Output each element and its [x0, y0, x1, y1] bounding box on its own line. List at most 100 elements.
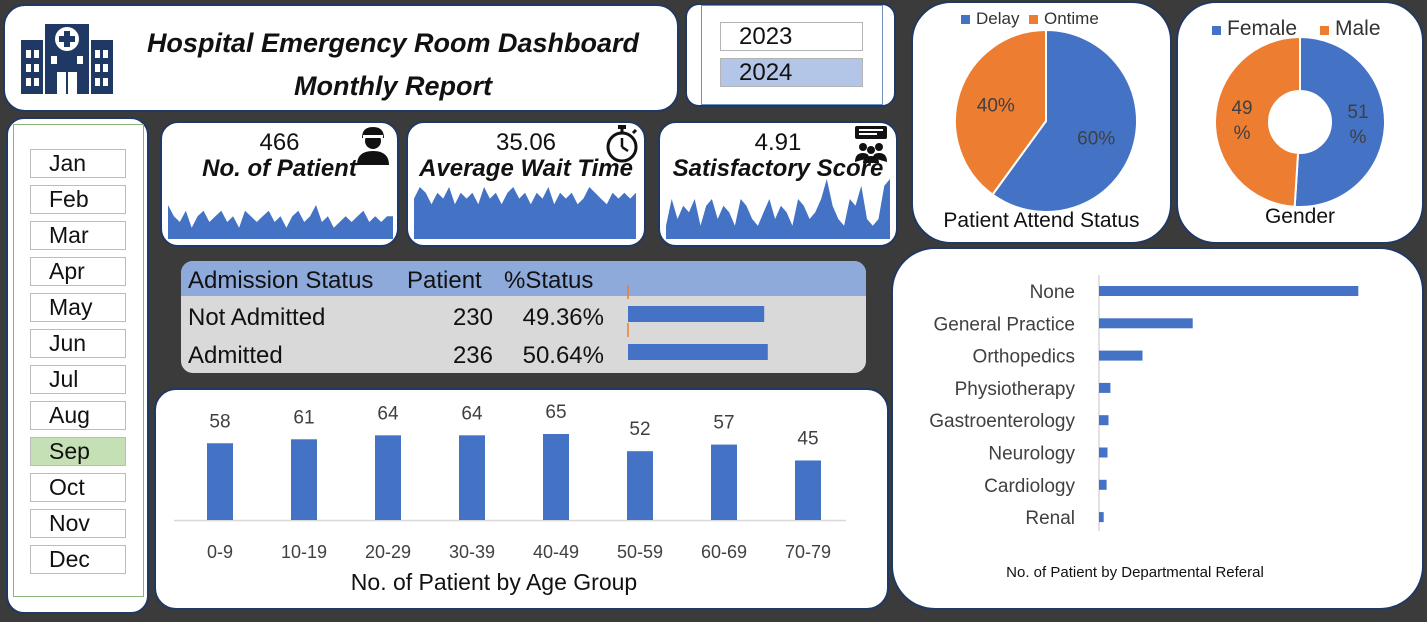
dept-bar-physiotherapy: [1099, 382, 1111, 393]
month-button-mar[interactable]: Mar: [30, 221, 126, 250]
age-bar-value-label: 52: [629, 419, 650, 440]
legend-delay-label: Delay: [976, 9, 1020, 28]
age-bar-value-label: 45: [797, 428, 818, 449]
legend-ontime: Ontime: [1029, 9, 1099, 29]
age-tick-label: 50-59: [617, 542, 663, 562]
month-button-may[interactable]: May: [30, 293, 126, 322]
kpi-satisfaction-value: 4.91: [754, 129, 802, 156]
age-bar-value-label: 64: [377, 403, 399, 424]
dept-category-label: Physiotherapy: [955, 379, 1076, 400]
row-not-admitted-status: Not Admitted: [188, 304, 326, 331]
page-title: Hospital Emergency Room Dashboard Monthl…: [133, 22, 653, 108]
header-admission-status: Admission Status: [188, 267, 374, 294]
pie-slice-ontime: [954, 28, 1047, 197]
month-slicer-frame: Jan Feb Mar Apr May Jun Jul Aug Sep Oct Nov Dec: [13, 124, 144, 597]
header-pct-status: %Status: [504, 267, 594, 294]
kpi-wait-time-card: 35.06 Average Wait Time: [406, 121, 646, 247]
kpi-wait-time-label: Average Wait Time: [419, 155, 633, 182]
stopwatch-icon: [606, 125, 638, 163]
dept-bar-gastroenterology: [1099, 415, 1109, 426]
donut-slice-male: [1214, 35, 1301, 208]
kpi-satisfaction-label: Satisfactory Score: [672, 155, 884, 182]
legend-male-swatch: [1320, 26, 1329, 35]
dept-category-label: Gastroenterology: [929, 411, 1075, 432]
row-admitted-pct: 50.64%: [522, 342, 604, 369]
attend-status-card: Delay Ontime 60% 40% Patient Attend Statu…: [911, 1, 1172, 244]
patients-sparkline: [168, 205, 393, 239]
dept-bar-orthopedics: [1099, 350, 1143, 361]
month-button-feb[interactable]: Feb: [30, 185, 126, 214]
month-button-sep[interactable]: Sep: [30, 437, 126, 466]
year-button-2024[interactable]: 2024: [720, 58, 863, 87]
age-bar-10-19: [291, 439, 317, 520]
donut-slice-unit-label: %: [1350, 127, 1367, 148]
legend-female-swatch: [1212, 26, 1221, 35]
dept-category-label: General Practice: [933, 314, 1075, 335]
age-bar-50-59: [627, 451, 653, 520]
month-button-dec[interactable]: Dec: [30, 545, 126, 574]
pie-slice-label: 60%: [1077, 128, 1115, 149]
legend-female: Female: [1212, 17, 1297, 41]
age-bar-value-label: 64: [461, 403, 483, 424]
departmental-referral-bar-chart: None General Practice Orthopedics Physiothe…: [929, 275, 1359, 581]
attend-status-title: Patient Attend Status: [943, 209, 1140, 232]
kpi-patients-card: 466 No. of Patient: [160, 121, 399, 247]
donut-slice-value-label: 51: [1347, 102, 1368, 123]
satisfaction-sparkline-area: [666, 179, 890, 239]
row-admitted-status: Admitted: [188, 342, 283, 369]
admission-bar-admitted: [628, 344, 768, 360]
month-button-oct[interactable]: Oct: [30, 473, 126, 502]
dept-category-label: Cardiology: [984, 476, 1075, 497]
age-bar-value-label: 61: [293, 407, 314, 428]
dept-bar-cardiology: [1099, 479, 1107, 490]
age-bar-value-label: 57: [713, 413, 734, 434]
legend-delay: Delay: [961, 9, 1019, 29]
kpi-satisfaction-card: 4.91 Satisfactory Score: [658, 121, 898, 247]
age-tick-label: 30-39: [449, 542, 495, 562]
month-button-jan[interactable]: Jan: [30, 149, 126, 178]
legend-ontime-swatch: [1029, 15, 1038, 24]
audience-feedback-icon: [855, 126, 887, 163]
donut-slice-female: [1293, 35, 1386, 208]
title-line-2: Monthly Report: [294, 71, 492, 101]
dept-chart-title: No. of Patient by Departmental Referal: [1006, 564, 1264, 581]
kpi-patients-value: 466: [259, 129, 300, 156]
dept-category-label: Renal: [1025, 508, 1075, 529]
month-button-apr[interactable]: Apr: [30, 257, 126, 286]
patient-user-icon: [357, 127, 389, 165]
legend-male: Male: [1320, 17, 1381, 41]
age-group-chart-card: 58 0-9 61 10-19 64 20-29 64 30-39 65 40-49 52 50-59…: [154, 388, 889, 610]
year-button-2023[interactable]: 2023: [720, 22, 863, 51]
legend-male-label: Male: [1335, 17, 1381, 40]
month-button-aug[interactable]: Aug: [30, 401, 126, 430]
age-tick-label: 20-29: [365, 542, 411, 562]
age-tick-label: 40-49: [533, 542, 579, 562]
title-line-1: Hospital Emergency Room Dashboard: [146, 28, 640, 58]
legend-ontime-label: Ontime: [1044, 9, 1099, 28]
patients-sparkline-area: [168, 205, 393, 239]
row-not-admitted-patient: 230: [452, 304, 493, 331]
hospital-building-icon: [21, 24, 113, 94]
month-button-jun[interactable]: Jun: [30, 329, 126, 358]
age-bar-value-label: 58: [209, 411, 230, 432]
age-bar-value-label: 65: [545, 402, 566, 423]
dept-bar-neurology: [1099, 447, 1108, 458]
admission-data-bars: [627, 285, 768, 360]
admission-bar-not-admitted: [628, 306, 765, 322]
year-slicer: 2023 2024: [685, 3, 896, 107]
dept-category-label: Orthopedics: [973, 347, 1075, 368]
donut-slice-value-label: 49: [1231, 98, 1252, 119]
age-bar-60-69: [711, 444, 737, 520]
satisfaction-sparkline: [666, 179, 890, 239]
dept-bar-none: [1099, 286, 1359, 296]
departmental-referral-card: None General Practice Orthopedics Physiothe…: [891, 247, 1424, 610]
age-bar-0-9: [207, 443, 233, 520]
age-bar-70-79: [795, 460, 821, 520]
attend-status-pie-chart: 60% 40%: [954, 28, 1138, 213]
admission-status-table: Admission Status Patient %Status Not Adm…: [181, 261, 866, 373]
month-button-jul[interactable]: Jul: [30, 365, 126, 394]
pie-slice-delay: [991, 28, 1138, 213]
month-button-nov[interactable]: Nov: [30, 509, 126, 538]
pie-slice-label: 40%: [977, 96, 1015, 117]
row-admitted-patient: 236: [452, 342, 493, 369]
